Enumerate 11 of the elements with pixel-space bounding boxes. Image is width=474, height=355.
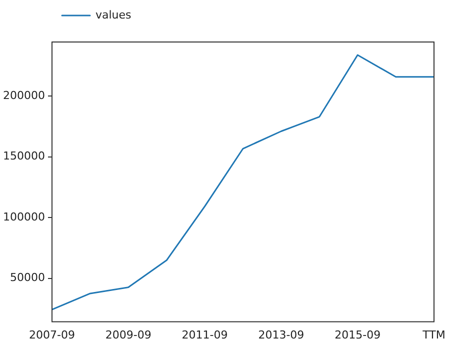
y-tick-label: 200000 xyxy=(2,88,45,102)
x-tick-label: 2015-09 xyxy=(334,328,381,342)
legend-label: values xyxy=(95,8,132,22)
y-tick-label: 100000 xyxy=(2,210,45,224)
x-tick-label: 2013-09 xyxy=(258,328,304,342)
x-tick-label: 2009-09 xyxy=(105,328,152,342)
y-tick-label: 50000 xyxy=(10,271,45,284)
y-tick-label: 150000 xyxy=(2,150,45,163)
x-tick-label: TTM xyxy=(422,328,446,342)
x-tick-label: 2007-09 xyxy=(29,328,75,342)
x-tick-label: 2011-09 xyxy=(182,328,228,342)
